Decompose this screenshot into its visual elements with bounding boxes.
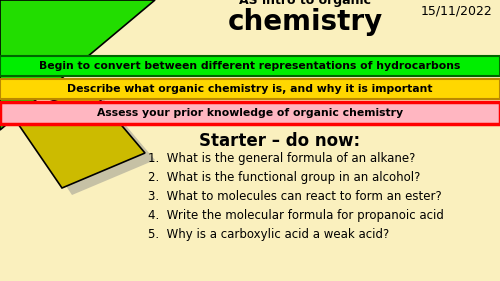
Text: 15/11/2022: 15/11/2022 — [420, 5, 492, 18]
Polygon shape — [0, 0, 155, 130]
Text: Starter – do now:: Starter – do now: — [200, 132, 360, 150]
Bar — [0, 79, 500, 99]
Text: 4.  Write the molecular formula for propanoic acid: 4. Write the molecular formula for propa… — [148, 209, 444, 222]
Polygon shape — [22, 95, 155, 195]
Text: AS intro to organic: AS intro to organic — [239, 0, 371, 7]
Text: 1.  What is the general formula of an alkane?: 1. What is the general formula of an alk… — [148, 152, 415, 165]
Text: Describe what organic chemistry is, and why it is important: Describe what organic chemistry is, and … — [67, 84, 433, 94]
Text: 5.  Why is a carboxylic acid a weak acid?: 5. Why is a carboxylic acid a weak acid? — [148, 228, 389, 241]
Polygon shape — [12, 88, 145, 188]
Text: Begin to convert between different representations of hydrocarbons: Begin to convert between different repre… — [40, 61, 461, 71]
Text: 2.  What is the functional group in an alcohol?: 2. What is the functional group in an al… — [148, 171, 420, 184]
Bar — [0, 56, 500, 76]
Text: Assess your prior knowledge of organic chemistry: Assess your prior knowledge of organic c… — [97, 108, 403, 118]
Text: chemistry: chemistry — [228, 8, 382, 36]
Text: 3.  What to molecules can react to form an ester?: 3. What to molecules can react to form a… — [148, 190, 442, 203]
Bar — [0, 102, 500, 124]
